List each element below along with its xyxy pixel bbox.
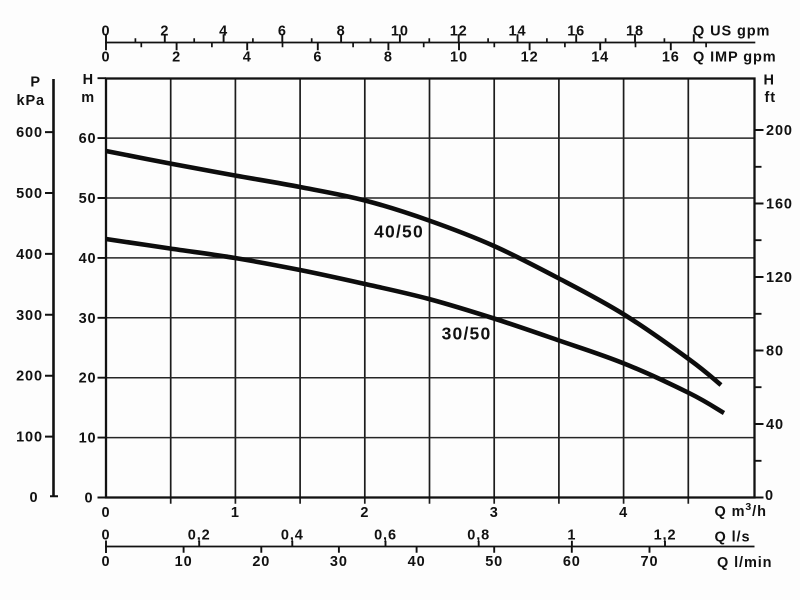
svg-text:50: 50 [79,191,97,207]
svg-text:120: 120 [766,270,793,286]
svg-text:Q IMP gpm: Q IMP gpm [693,50,777,66]
svg-text:Q US gpm: Q US gpm [693,24,770,40]
svg-text:0: 0 [85,491,94,507]
svg-text:18: 18 [626,24,644,40]
svg-text:Q l/min: Q l/min [717,555,772,571]
svg-text:16: 16 [662,50,680,66]
svg-text:10: 10 [175,554,193,570]
svg-text:10: 10 [79,431,97,447]
svg-text:300: 300 [16,308,43,324]
svg-text:500: 500 [16,186,43,202]
svg-text:200: 200 [16,369,43,385]
svg-text:70: 70 [641,554,659,570]
svg-text:1: 1 [231,505,240,521]
svg-text:4: 4 [219,24,228,40]
svg-text:200: 200 [766,123,793,139]
svg-text:1,2: 1,2 [654,528,677,544]
svg-text:4: 4 [619,505,628,521]
svg-text:8: 8 [337,24,346,40]
svg-text:40: 40 [408,554,426,570]
svg-text:30: 30 [330,554,348,570]
svg-text:0: 0 [102,505,111,521]
svg-text:12: 12 [450,24,468,40]
svg-text:12: 12 [521,50,539,66]
svg-text:kPa: kPa [17,93,46,109]
svg-text:30: 30 [79,311,97,327]
svg-text:80: 80 [766,344,784,360]
svg-text:2: 2 [160,24,169,40]
svg-text:14: 14 [509,24,527,40]
svg-text:6: 6 [313,50,322,66]
svg-text:0,8: 0,8 [467,528,490,544]
svg-text:Q l/s: Q l/s [715,530,751,546]
svg-text:0: 0 [765,488,774,504]
svg-text:0: 0 [30,490,39,506]
svg-text:40: 40 [766,417,784,433]
svg-text:2: 2 [172,50,181,66]
svg-text:H: H [83,72,94,88]
svg-text:H: H [764,73,775,89]
svg-text:0,2: 0,2 [188,528,211,544]
svg-text:Q m3/h: Q m3/h [715,501,767,520]
svg-text:16: 16 [567,24,585,40]
svg-text:400: 400 [16,247,43,263]
svg-text:40: 40 [79,251,97,267]
svg-text:8: 8 [384,50,393,66]
svg-text:100: 100 [16,430,43,446]
svg-text:40/50: 40/50 [374,222,424,242]
svg-text:3: 3 [490,505,499,521]
svg-text:14: 14 [591,50,609,66]
svg-text:1: 1 [567,528,576,544]
svg-text:0,6: 0,6 [374,528,397,544]
svg-text:20: 20 [79,371,97,387]
svg-text:60: 60 [79,131,97,147]
svg-text:20: 20 [252,554,270,570]
svg-text:60: 60 [563,554,581,570]
svg-text:P: P [30,75,41,91]
svg-text:10: 10 [391,24,409,40]
svg-text:10: 10 [450,50,468,66]
svg-text:50: 50 [485,554,503,570]
svg-text:0: 0 [102,528,111,544]
svg-text:0: 0 [102,50,111,66]
svg-text:6: 6 [278,24,287,40]
svg-text:0: 0 [102,554,111,570]
svg-text:ft: ft [765,90,776,106]
svg-text:30/50: 30/50 [442,324,492,344]
svg-text:0: 0 [102,24,111,40]
svg-text:160: 160 [766,197,793,213]
svg-text:600: 600 [16,125,43,141]
svg-text:4: 4 [243,50,252,66]
svg-text:2: 2 [360,505,369,521]
svg-text:m: m [81,90,95,106]
svg-text:0,4: 0,4 [281,528,304,544]
